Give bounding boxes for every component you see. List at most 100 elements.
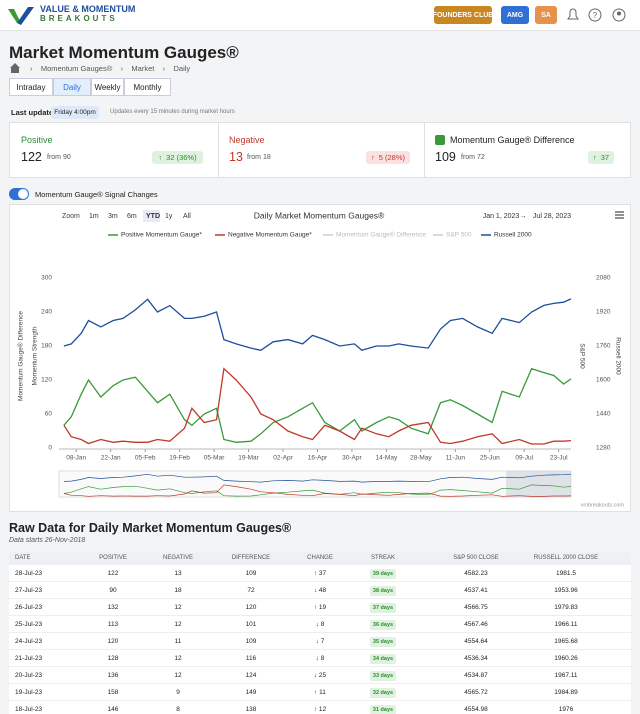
- table-cell: ↓ 8: [315, 621, 325, 628]
- streak-badge: 35 days: [370, 637, 396, 647]
- arrow-icon: ↑: [158, 153, 163, 162]
- home-icon[interactable]: [9, 63, 21, 73]
- toggle[interactable]: [9, 188, 29, 200]
- page-title: Market Momentum Gauges®: [9, 43, 239, 62]
- y2-axis-title: S&P 500: [578, 343, 585, 369]
- column-header: NEGATIVE: [163, 555, 193, 561]
- table: DATE POSITIVE NEGATIVE DIFFERENCE CHANGE STRE…: [9, 552, 631, 714]
- date-cell: 18-Jul-23: [15, 706, 43, 713]
- date-cell: 27-Jul-23: [15, 587, 43, 594]
- table-cell: 4536.34: [464, 655, 488, 662]
- x-tick-label: 08-Jan: [66, 455, 86, 462]
- change-value: 5 (28%): [378, 153, 405, 162]
- column-header: DATE: [15, 555, 31, 561]
- table-cell: 132: [107, 604, 119, 611]
- founders-button[interactable]: FOUNDERS CLUB: [433, 6, 493, 24]
- legend-label[interactable]: Positive Momentum Gauge*: [121, 232, 202, 239]
- y2-tick-label: 1280: [596, 445, 611, 452]
- user-icon[interactable]: [612, 8, 626, 22]
- table-cell: ↑ 11: [314, 689, 326, 696]
- y2-tick-label: 1760: [596, 343, 611, 350]
- navigator-line: [63, 473, 572, 483]
- tab[interactable]: Daily: [53, 78, 91, 96]
- legend-label[interactable]: Negative Momentum Gauge*: [228, 232, 312, 239]
- card-change: ↑ 37: [588, 151, 614, 164]
- table-cell: 4567.46: [464, 621, 488, 628]
- table-cell: 138: [245, 706, 257, 713]
- table-cell: 4566.75: [464, 604, 488, 611]
- streak-badge: 33 days: [370, 671, 396, 681]
- table-cell: 1984.89: [554, 689, 578, 696]
- tab[interactable]: Weekly: [91, 78, 124, 96]
- card-value: 13: [229, 150, 243, 164]
- streak-badge: 39 days: [370, 569, 396, 579]
- tab[interactable]: Monthly: [124, 78, 171, 96]
- bell-icon[interactable]: [567, 8, 579, 20]
- table-cell: 124: [245, 672, 257, 679]
- column-header: CHANGE: [307, 555, 333, 561]
- header-icons: ?: [567, 8, 626, 22]
- card-label: Positive: [21, 135, 53, 145]
- row-divider: [9, 615, 631, 616]
- table-cell: ↑ 12: [313, 706, 327, 713]
- crumb[interactable]: Momentum Gauges®: [40, 64, 113, 73]
- logo-subtitle: BREAKOUTS: [40, 14, 118, 23]
- x-tick-label: 30-Apr: [342, 455, 362, 462]
- tab[interactable]: Intraday: [9, 78, 53, 96]
- checkbox[interactable]: [435, 135, 445, 145]
- row-divider: [9, 649, 631, 650]
- zoom-button[interactable]: 6m: [127, 213, 137, 220]
- y-tick-label: 180: [41, 343, 52, 350]
- zoom-button[interactable]: 1y: [165, 213, 173, 220]
- x-tick-label: 16-Apr: [308, 455, 328, 462]
- zoom-button[interactable]: 1m: [89, 213, 99, 220]
- range-from[interactable]: Jan 1, 2023: [483, 213, 520, 220]
- legend-label[interactable]: Russell 2000: [494, 232, 532, 239]
- sa-button[interactable]: SA: [535, 6, 557, 24]
- table-cell: 146: [107, 706, 119, 713]
- table-cell: 1981.5: [556, 570, 576, 577]
- update-note: Updates every 15 minutes during market h…: [110, 109, 235, 115]
- card-change: ↑ 5 (28%): [366, 151, 410, 164]
- date-cell: 28-Jul-23: [15, 570, 43, 577]
- logo-mark: [8, 7, 34, 25]
- chart: Zoom 1m 3m 6m YTD 1y All Daily Market Momentum …: [9, 204, 631, 512]
- legend-label[interactable]: S&P 500: [446, 232, 472, 239]
- column-header: S&P 500 CLOSE: [453, 555, 499, 561]
- chart-title: Daily Market Momentum Gauges®: [254, 210, 385, 220]
- card-from: from 72: [461, 154, 485, 161]
- table-subtitle: Data starts 26-Nov-2018: [9, 537, 86, 544]
- card-label: Momentum Gauge® Difference: [450, 135, 575, 145]
- zoom-button[interactable]: YTD: [146, 213, 160, 220]
- arrow-icon: ↑: [592, 153, 597, 162]
- zoom-button[interactable]: All: [183, 213, 191, 220]
- range-to[interactable]: Jul 28, 2023: [533, 213, 571, 220]
- series-line: [63, 367, 572, 445]
- x-tick-label: 19-Mar: [238, 455, 259, 462]
- change-value: 37: [600, 153, 610, 162]
- legend-label[interactable]: Momentum Gauge® Difference: [336, 231, 426, 239]
- navigator: [58, 470, 572, 498]
- table-cell: 12: [174, 621, 182, 628]
- table-cell: 4582.23: [464, 570, 488, 577]
- streak-badge: 31 days: [370, 705, 396, 714]
- row-divider: [9, 598, 631, 599]
- column-header: POSITIVE: [99, 555, 127, 561]
- x-tick-label: 22-Jan: [101, 455, 121, 462]
- table-title: Raw Data for Daily Market Momentum Gauge…: [9, 521, 292, 535]
- table-cell: 1960.26: [554, 655, 578, 662]
- amg-button[interactable]: AMG: [501, 6, 529, 24]
- zoom-active: [143, 210, 160, 222]
- watermark: vmbreakouts.com: [581, 502, 625, 508]
- table-cell: 18: [174, 587, 182, 594]
- crumb[interactable]: Market: [131, 64, 155, 73]
- date-cell: 19-Jul-23: [15, 689, 43, 696]
- last-update: Friday 4:00pm: [51, 106, 99, 119]
- series-line: [63, 367, 572, 443]
- help-icon[interactable]: [588, 8, 602, 22]
- column-header: DIFFERENCE: [231, 555, 271, 561]
- table-cell: 13: [174, 570, 182, 577]
- table-cell: 1966.11: [554, 621, 578, 628]
- zoom-button[interactable]: 3m: [108, 213, 118, 220]
